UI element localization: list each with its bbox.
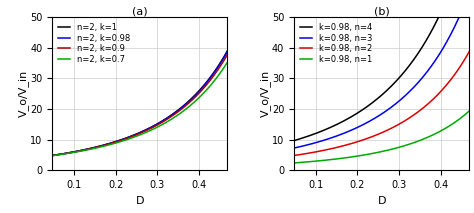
k=0.98, n=4 [436,16,442,18]
k=0.98, n=1 [395,146,401,149]
Line: n=2, k=0.9: n=2, k=0.9 [52,55,228,155]
n=2, k=1 [134,133,139,135]
n=2, k=0.7 [154,126,159,129]
k=0.98, n=4 [374,98,380,100]
k=0.98, n=3 [374,115,380,118]
Line: k=0.98, n=1: k=0.98, n=1 [294,111,469,163]
k=0.98, n=1 [291,162,297,164]
k=0.98, n=4 [435,18,440,20]
k=0.98, n=3 [386,108,392,110]
k=0.98, n=2 [466,50,472,53]
Line: n=2, k=1: n=2, k=1 [52,51,228,155]
n=2, k=0.9 [49,154,55,157]
k=0.98, n=3 [466,16,472,18]
k=0.98, n=1 [466,110,472,112]
n=2, k=0.98 [225,50,230,53]
X-axis label: D: D [377,196,386,206]
n=2, k=0.9 [134,134,139,136]
k=0.98, n=4 [466,16,472,18]
Title: (a): (a) [132,6,147,16]
n=2, k=0.7 [49,154,55,157]
n=2, k=0.98 [134,133,139,135]
n=2, k=1 [220,57,226,59]
n=2, k=0.9 [133,134,138,137]
Legend: n=2, k=1, n=2, k=0.98, n=2, k=0.9, n=2, k=0.7: n=2, k=1, n=2, k=0.98, n=2, k=0.9, n=2, … [56,21,132,66]
n=2, k=0.7 [144,131,150,133]
k=0.98, n=4 [463,16,468,18]
Line: k=0.98, n=2: k=0.98, n=2 [294,52,469,155]
n=2, k=1 [154,123,159,126]
k=0.98, n=3 [395,100,401,103]
Title: (b): (b) [374,6,390,16]
n=2, k=0.98 [220,58,226,60]
Legend: k=0.98, n=4, k=0.98, n=3, k=0.98, n=2, k=0.98, n=1: k=0.98, n=4, k=0.98, n=3, k=0.98, n=2, k… [298,21,374,66]
k=0.98, n=3 [463,16,468,18]
k=0.98, n=1 [462,113,468,116]
n=2, k=1 [133,133,138,136]
k=0.98, n=3 [291,147,297,149]
k=0.98, n=2 [435,94,440,96]
n=2, k=0.7 [220,68,226,70]
n=2, k=0.9 [144,129,150,131]
k=0.98, n=2 [462,58,468,60]
n=2, k=0.9 [220,60,226,63]
n=2, k=0.98 [49,154,55,157]
Line: n=2, k=0.98: n=2, k=0.98 [52,52,228,155]
k=0.98, n=2 [395,123,401,126]
k=0.98, n=4 [291,139,297,142]
k=0.98, n=1 [386,149,392,151]
n=2, k=1 [193,93,199,96]
k=0.98, n=4 [386,87,392,90]
n=2, k=1 [144,128,150,131]
n=2, k=0.98 [133,133,138,136]
n=2, k=0.9 [225,53,230,56]
n=2, k=0.7 [134,135,139,138]
k=0.98, n=3 [375,115,381,117]
n=2, k=0.98 [193,94,199,96]
n=2, k=0.7 [133,135,138,138]
n=2, k=0.98 [154,123,159,126]
Line: n=2, k=0.7: n=2, k=0.7 [52,62,228,156]
n=2, k=1 [49,154,55,157]
n=2, k=0.9 [193,95,199,98]
k=0.98, n=1 [435,131,440,134]
n=2, k=1 [225,49,230,52]
k=0.98, n=2 [375,133,381,135]
k=0.98, n=4 [375,97,381,99]
Line: k=0.98, n=4: k=0.98, n=4 [294,17,469,141]
k=0.98, n=4 [395,78,401,80]
k=0.98, n=1 [374,151,380,154]
Y-axis label: V_o/V_in: V_o/V_in [18,70,28,117]
k=0.98, n=1 [375,151,381,154]
k=0.98, n=3 [435,56,440,58]
X-axis label: D: D [136,196,144,206]
k=0.98, n=2 [374,133,380,136]
Y-axis label: V_o/V_in: V_o/V_in [260,70,271,117]
k=0.98, n=3 [456,16,462,18]
n=2, k=0.9 [154,124,159,127]
k=0.98, n=2 [291,154,297,157]
k=0.98, n=2 [386,128,392,131]
n=2, k=0.98 [144,128,150,131]
n=2, k=0.7 [193,99,199,102]
n=2, k=0.7 [225,61,230,63]
Line: k=0.98, n=3: k=0.98, n=3 [294,17,469,148]
